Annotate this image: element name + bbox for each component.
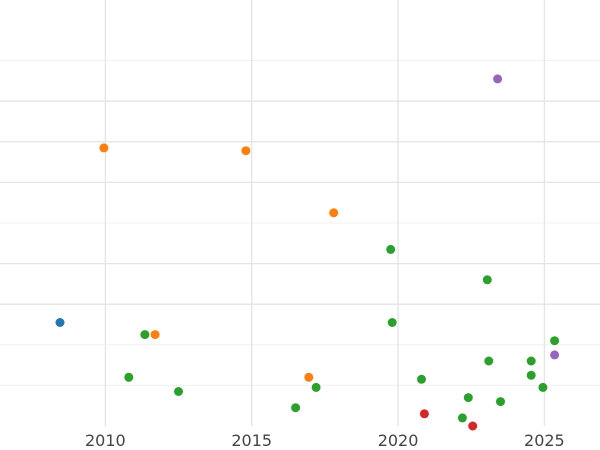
data-points: [55, 74, 560, 431]
scatter-point: [538, 382, 548, 392]
scatter-point: [463, 393, 473, 403]
scatter-point: [550, 336, 560, 346]
scatter-point: [419, 409, 429, 419]
x-tick-label: 2025: [524, 431, 565, 450]
scatter-point: [526, 356, 536, 366]
scatter-point: [124, 372, 134, 382]
scatter-point: [55, 318, 65, 327]
scatter-point: [484, 356, 494, 366]
scatter-point: [304, 372, 314, 382]
scatter-point: [174, 387, 183, 396]
scatter-point: [387, 318, 397, 327]
x-tick-label: 2015: [231, 431, 272, 450]
x-axis-tick-labels: 2010 2015 2020 2025: [85, 431, 565, 450]
scatter-point: [482, 275, 492, 285]
scatter-point: [468, 421, 478, 431]
scatter-point: [99, 143, 109, 153]
scatter-point: [241, 146, 251, 156]
scatter-point: [496, 397, 505, 407]
scatter-point: [291, 403, 301, 413]
scatter-point: [311, 382, 321, 392]
x-tick-label: 2020: [378, 431, 419, 450]
scatter-point: [150, 330, 160, 340]
scatter-point: [329, 208, 339, 218]
scatter-point: [386, 244, 396, 254]
x-tick-label: 2010: [85, 431, 126, 450]
scatter-point: [493, 74, 503, 84]
scatter-point: [417, 374, 426, 384]
scatter-point: [526, 370, 536, 380]
scatter-point: [457, 413, 467, 423]
scatter-point: [140, 330, 150, 340]
scatter-point: [550, 350, 560, 360]
gridlines: [0, 0, 600, 426]
